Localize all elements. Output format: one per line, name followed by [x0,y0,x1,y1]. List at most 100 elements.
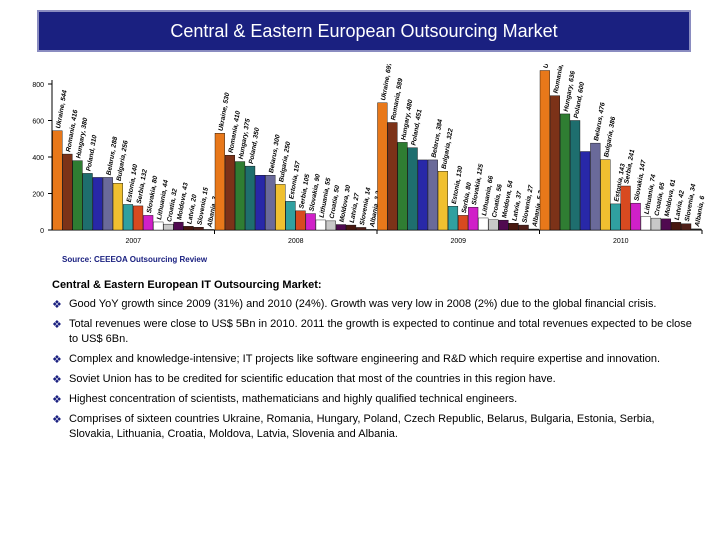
data-label: Ukraine, 530 [218,92,232,132]
bar [153,221,164,231]
data-label: Albania, 6 [694,195,707,228]
bullet-text: Good YoY growth since 2009 (31%) and 201… [69,298,657,310]
bullet-text: Highest concentration of scientists, mat… [69,393,518,405]
notes-section: Central & Eastern European IT Outsourcin… [52,279,702,447]
bar [691,228,702,231]
notes-heading: Central & Eastern European IT Outsourcin… [52,279,322,291]
bar [163,223,174,231]
bar [640,216,651,231]
chart-source: Source: CEEEOA Outsourcing Review [62,255,208,264]
bar [265,175,276,231]
bar [600,159,611,231]
bar [193,227,204,231]
data-label: Poland, 310 [85,134,98,172]
bar [478,217,489,231]
bar [650,217,661,231]
x-category-label: 2009 [450,238,466,245]
diamond-bullet-icon: ❖ [52,319,62,331]
bar [580,151,591,231]
bullet-item: ❖ Complex and knowledge-intensive; IT pro… [52,352,702,367]
data-label: Estonia, 157 [288,160,302,199]
bullet-text: Complex and knowledge-intensive; IT proj… [69,353,661,365]
bullet-item: ❖ Total revenues were close to US$ 5Bn in… [52,317,702,347]
x-category-label: 2007 [125,238,141,245]
bar [183,226,194,231]
bullet-list: ❖ Good YoY growth since 2009 (31%) and 20… [52,297,702,442]
bar [610,203,621,231]
data-label: Hungary, 380 [75,117,89,159]
page-title: Central & Eastern European Outsourcing M… [170,20,558,41]
data-label: Serbia, 241 [623,149,636,185]
data-label: Poland, 451 [410,108,423,146]
bar [377,102,388,231]
bar [335,224,347,231]
bar [72,160,83,231]
bullet-item: ❖ Comprises of sixteen countries Ukraine,… [52,412,702,442]
bullet-text: Comprises of sixteen countries Ukraine, … [69,413,655,440]
bar [468,206,479,231]
diamond-bullet-icon: ❖ [52,299,62,311]
bar [620,185,631,231]
bullet-text: Total revenues were close to US$ 5Bn in … [69,318,692,345]
x-category-label: 2008 [288,238,304,245]
diamond-bullet-icon: ❖ [52,414,62,426]
bar [417,159,428,231]
bar [518,224,529,231]
data-label: Ukraine, 544 [55,89,69,129]
bar [143,215,154,231]
data-label: Bulgaria, 256 [116,140,130,182]
data-label: Ukraine, 874 [543,64,557,69]
bullet-text: Soviet Union has to be credited for scie… [69,373,556,385]
y-tick-label: 400 [32,155,44,162]
bar [245,165,256,231]
bar [498,219,509,231]
x-category-label: 2010 [613,238,629,245]
bar [549,95,560,231]
bar [356,227,367,231]
bar [407,147,418,231]
bar [62,153,73,231]
data-label: Belarus, 476 [593,102,607,142]
diamond-bullet-icon: ❖ [52,374,62,386]
y-tick-label: 0 [40,228,44,235]
bar [112,183,123,231]
bar [224,154,235,231]
bullet-item: ❖ Good YoY growth since 2009 (31%) and 20… [52,297,702,312]
data-label: Bulgaria, 250 [278,141,292,183]
bar [397,142,408,231]
bar [559,113,571,231]
bar [52,130,63,231]
bar [315,219,326,231]
data-label: Poland, 600 [573,81,586,119]
y-tick-label: 200 [32,192,44,199]
bar [366,229,377,231]
bar [82,173,93,231]
data-label: Slovakia, 147 [633,159,647,201]
bar [173,221,184,231]
bar [285,201,296,231]
bullet-item: ❖ Highest concentration of scientists, ma… [52,392,702,407]
bar [458,215,469,231]
data-label: Romania, 589 [390,77,404,120]
data-label: Ukraine, 697 [380,64,394,101]
data-label: Belarus, 384 [431,118,445,158]
bar [214,133,225,231]
bar [427,159,438,231]
data-label: Romania, 736 [553,64,567,94]
bar [92,177,103,231]
bar [447,206,459,231]
title-bar: Central & Eastern European Outsourcing M… [37,10,691,52]
bar [528,228,539,231]
bar [234,161,246,231]
bar [122,204,134,231]
bar [671,222,682,231]
bar [681,223,692,231]
bullet-item: ❖ Soviet Union has to be credited for sci… [52,372,702,387]
bar [630,202,641,231]
bar [570,120,581,231]
bar [508,223,519,231]
bar [102,177,113,231]
bar [133,205,144,231]
bar [488,219,499,231]
y-tick-label: 600 [32,119,44,126]
